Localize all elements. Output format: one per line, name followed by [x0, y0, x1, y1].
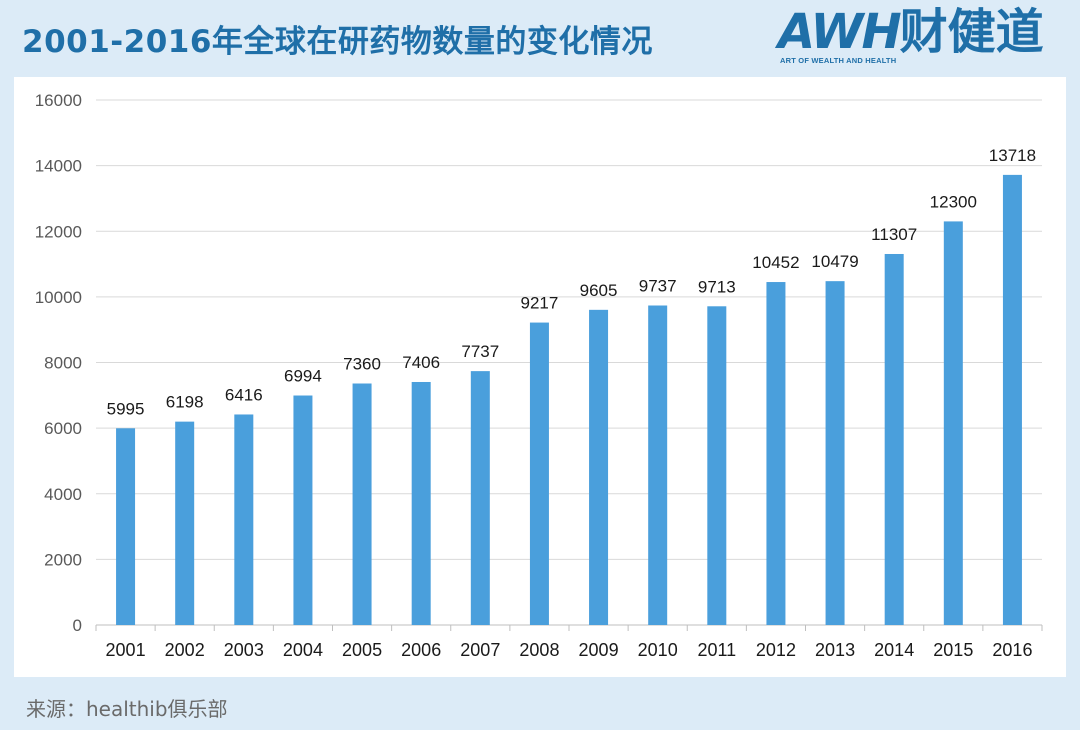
source-note: 来源：healthib俱乐部 [26, 697, 228, 721]
y-tick-label: 14000 [35, 157, 82, 176]
data-label: 7406 [402, 353, 440, 372]
bar [411, 381, 431, 625]
bar [825, 281, 845, 625]
data-label: 9217 [521, 294, 559, 313]
y-tick-label: 6000 [44, 419, 82, 438]
data-label: 5995 [107, 399, 145, 418]
bar [589, 309, 609, 625]
x-tick-label: 2001 [106, 640, 146, 660]
bar [943, 221, 963, 625]
data-label: 7737 [461, 342, 499, 361]
data-label: 6416 [225, 385, 263, 404]
x-tick-label: 2009 [579, 640, 619, 660]
data-label: 6994 [284, 367, 322, 386]
y-tick-label: 16000 [35, 91, 82, 110]
bar [529, 322, 549, 625]
bar [116, 428, 136, 625]
data-label: 9737 [639, 277, 677, 296]
bar [293, 395, 313, 625]
bar [707, 306, 727, 625]
data-label: 9713 [698, 277, 736, 296]
logo-cn-text: 财健道 [899, 4, 1044, 60]
x-tick-label: 2014 [874, 640, 914, 660]
data-label: 7360 [343, 355, 381, 374]
x-tick-label: 2007 [460, 640, 500, 660]
x-tick-label: 2012 [756, 640, 796, 660]
x-tick-label: 2004 [283, 640, 323, 660]
x-tick-label: 2013 [815, 640, 855, 660]
bar [470, 371, 490, 625]
bar-chart: 0 2000 4000 6000 8000 10000 12000 14000 16000 599… [35, 91, 1043, 660]
data-label: 10479 [811, 252, 858, 271]
data-label: 9605 [580, 281, 618, 300]
x-tick-label: 2010 [638, 640, 678, 660]
x-tick-label: 2003 [224, 640, 264, 660]
y-tick-label: 4000 [44, 485, 82, 504]
data-label: 13718 [989, 146, 1036, 165]
chart-title: 2001-2016年全球在研药物数量的变化情况 [22, 24, 653, 60]
y-tick-label: 8000 [44, 354, 82, 373]
bar [884, 253, 904, 625]
brand-logo: AWH财健道 ART OF WEALTH AND HEALTH [778, 4, 1060, 68]
bar [234, 414, 254, 625]
x-tick-label: 2015 [933, 640, 973, 660]
bar [766, 282, 786, 625]
data-label: 6198 [166, 393, 204, 412]
x-tick-label: 2011 [697, 640, 736, 660]
x-tick-label: 2008 [519, 640, 559, 660]
x-tick-label: 2005 [342, 640, 382, 660]
bar [648, 305, 668, 625]
bar [352, 383, 372, 625]
chart-panel: 0 2000 4000 6000 8000 10000 12000 14000 16000 599… [14, 77, 1066, 677]
y-tick-label: 2000 [44, 550, 82, 569]
data-label: 10452 [752, 253, 799, 272]
logo-subtitle: ART OF WEALTH AND HEALTH [780, 56, 897, 65]
y-tick-label: 12000 [35, 222, 82, 241]
y-tick-label: 10000 [35, 288, 82, 307]
x-tick-label: 2002 [165, 640, 205, 660]
bar [175, 421, 195, 625]
logo-main-text: AWH [778, 4, 902, 60]
logo-wordmark: AWH财健道 [778, 4, 1044, 60]
data-label: 12300 [930, 192, 977, 211]
x-tick-label: 2016 [992, 640, 1032, 660]
x-tick-label: 2006 [401, 640, 441, 660]
y-tick-label: 0 [73, 616, 82, 635]
data-label: 11307 [871, 225, 917, 244]
bar [1002, 174, 1022, 626]
